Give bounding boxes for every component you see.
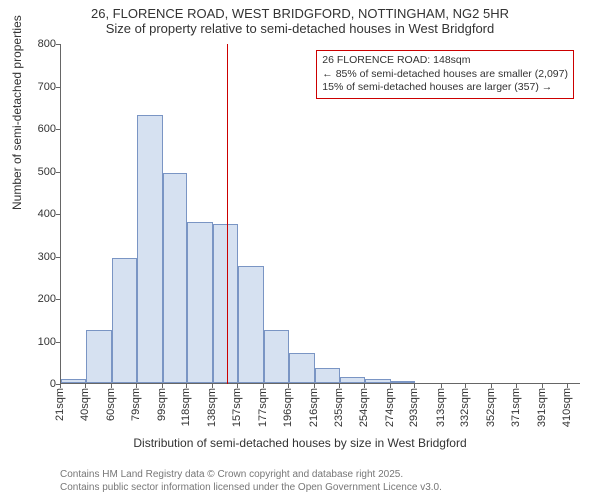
- xtick-label: 177sqm: [257, 388, 269, 427]
- ytick-mark: [56, 87, 60, 88]
- histogram-bar: [365, 379, 391, 383]
- histogram-bar: [238, 266, 264, 383]
- xtick-label: 216sqm: [308, 388, 320, 427]
- ytick-label: 500: [26, 166, 56, 178]
- xtick-label: 60sqm: [105, 388, 117, 421]
- x-axis-title: Distribution of semi-detached houses by …: [0, 436, 600, 450]
- footer-line2: Contains public sector information licen…: [60, 481, 442, 494]
- ytick-label: 200: [26, 293, 56, 305]
- title-line1: 26, FLORENCE ROAD, WEST BRIDGFORD, NOTTI…: [0, 0, 600, 21]
- histogram-bar: [340, 377, 365, 383]
- ytick-mark: [56, 257, 60, 258]
- footer-line1: Contains HM Land Registry data © Crown c…: [60, 468, 442, 481]
- ytick-label: 600: [26, 123, 56, 135]
- ytick-label: 800: [26, 38, 56, 50]
- ytick-label: 0: [26, 378, 56, 390]
- annotation-smaller: ← 85% of semi-detached houses are smalle…: [322, 68, 568, 82]
- histogram-bar: [137, 115, 163, 383]
- title-line2: Size of property relative to semi-detach…: [0, 21, 600, 40]
- ytick-mark: [56, 44, 60, 45]
- histogram-bar: [163, 173, 188, 383]
- histogram-bar: [391, 381, 416, 383]
- histogram-bar: [187, 222, 213, 384]
- annotation-larger: 15% of semi-detached houses are larger (…: [322, 81, 568, 95]
- xtick-label: 196sqm: [282, 388, 294, 427]
- xtick-label: 21sqm: [54, 388, 66, 421]
- histogram-bar: [61, 379, 86, 383]
- ytick-label: 700: [26, 81, 56, 93]
- xtick-label: 313sqm: [435, 388, 447, 427]
- ytick-mark: [56, 299, 60, 300]
- ytick-label: 400: [26, 208, 56, 220]
- ytick-label: 100: [26, 336, 56, 348]
- histogram-bar: [264, 330, 289, 383]
- xtick-label: 332sqm: [459, 388, 471, 427]
- xtick-label: 391sqm: [536, 388, 548, 427]
- xtick-label: 371sqm: [510, 388, 522, 427]
- xtick-label: 79sqm: [130, 388, 142, 421]
- chart-container: 26, FLORENCE ROAD, WEST BRIDGFORD, NOTTI…: [0, 0, 600, 500]
- xtick-label: 254sqm: [358, 388, 370, 427]
- xtick-label: 99sqm: [156, 388, 168, 421]
- xtick-label: 410sqm: [561, 388, 573, 427]
- ytick-label: 300: [26, 251, 56, 263]
- ytick-mark: [56, 129, 60, 130]
- plot-area: 26 FLORENCE ROAD: 148sqm← 85% of semi-de…: [60, 44, 580, 384]
- histogram-bar: [86, 330, 112, 383]
- y-axis-title: Number of semi-detached properties: [10, 15, 24, 210]
- annotation-subject: 26 FLORENCE ROAD: 148sqm: [322, 54, 568, 68]
- footer: Contains HM Land Registry data © Crown c…: [60, 468, 442, 494]
- xtick-label: 352sqm: [485, 388, 497, 427]
- xtick-label: 157sqm: [231, 388, 243, 427]
- histogram-bar: [112, 258, 137, 383]
- xtick-label: 235sqm: [333, 388, 345, 427]
- xtick-label: 40sqm: [79, 388, 91, 421]
- xtick-label: 274sqm: [384, 388, 396, 427]
- reference-line: [227, 44, 228, 384]
- xtick-label: 118sqm: [180, 388, 192, 426]
- annotation-box: 26 FLORENCE ROAD: 148sqm← 85% of semi-de…: [316, 50, 574, 99]
- xtick-label: 293sqm: [408, 388, 420, 427]
- histogram-bar: [289, 353, 315, 383]
- chart-area: 26 FLORENCE ROAD: 148sqm← 85% of semi-de…: [60, 44, 580, 384]
- ytick-mark: [56, 214, 60, 215]
- ytick-mark: [56, 342, 60, 343]
- ytick-mark: [56, 172, 60, 173]
- xtick-label: 138sqm: [206, 388, 218, 427]
- histogram-bar: [315, 368, 340, 383]
